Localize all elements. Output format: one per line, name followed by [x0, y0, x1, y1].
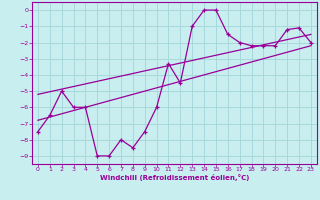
- X-axis label: Windchill (Refroidissement éolien,°C): Windchill (Refroidissement éolien,°C): [100, 174, 249, 181]
